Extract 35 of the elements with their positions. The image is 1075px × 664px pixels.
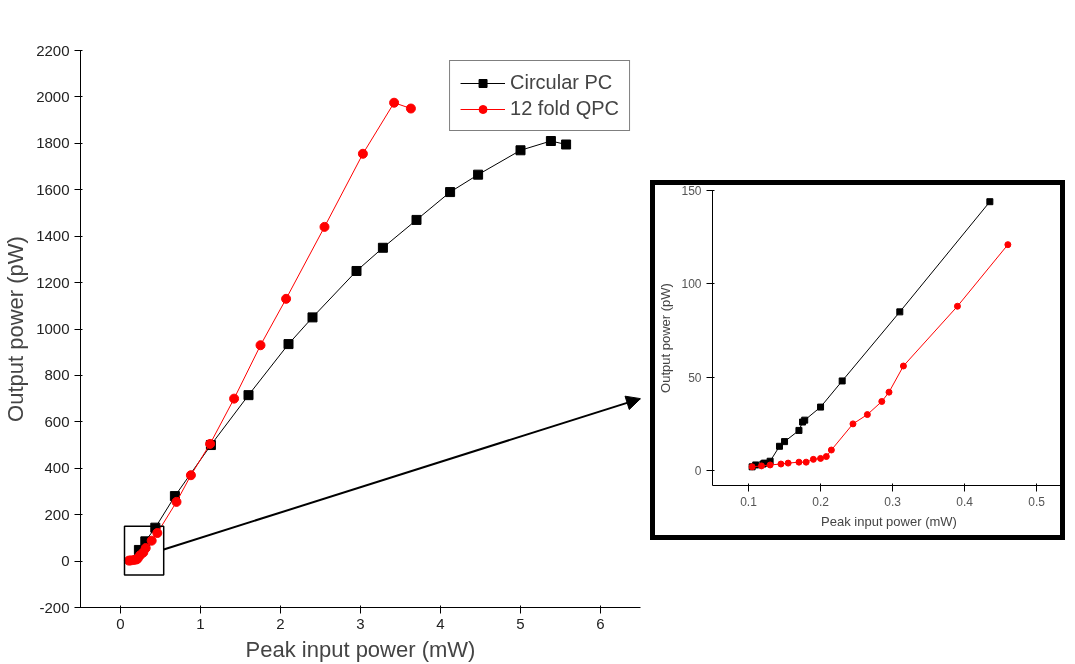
x-axis-title: Peak input power (mW) xyxy=(245,636,476,662)
y-tick-label: 0 xyxy=(61,552,70,570)
y-tick-label: 800 xyxy=(44,366,70,384)
y-tick-label: 100 xyxy=(681,277,702,292)
y-tick-label: 200 xyxy=(44,505,70,523)
y-tick-label: 2000 xyxy=(36,87,70,105)
y-axis-title: Output power (pW) xyxy=(3,236,29,422)
legend-label: Circular PC xyxy=(510,71,613,94)
y-tick-label: -200 xyxy=(39,598,70,616)
x-axis-title: Peak input power (mW) xyxy=(821,513,957,529)
y-tick-label: 1200 xyxy=(36,273,70,291)
y-tick-label: 2200 xyxy=(36,41,70,59)
y-tick-label: 50 xyxy=(688,370,702,385)
y-tick-label: 0 xyxy=(694,464,702,479)
x-tick-label: 0.5 xyxy=(1028,494,1046,509)
y-tick-label: 1600 xyxy=(36,180,70,198)
y-axis-title: Output power (pW) xyxy=(658,283,674,393)
x-tick-label: 0.1 xyxy=(740,494,758,509)
y-tick-label: 1800 xyxy=(36,134,70,152)
y-tick-label: 400 xyxy=(44,459,70,477)
x-tick-label: 6 xyxy=(596,614,605,632)
x-tick-label: 0 xyxy=(116,614,125,632)
x-tick-label: 3 xyxy=(356,614,365,632)
x-tick-label: 0.4 xyxy=(956,494,974,509)
y-tick-label: 150 xyxy=(681,184,702,198)
y-tick-label: 1400 xyxy=(36,227,70,245)
x-tick-label: 5 xyxy=(516,614,525,632)
x-tick-label: 1 xyxy=(196,614,205,632)
x-tick-label: 4 xyxy=(436,614,445,632)
x-tick-label: 2 xyxy=(276,614,285,632)
y-tick-label: 1000 xyxy=(36,320,70,337)
x-tick-label: 0.2 xyxy=(812,494,830,509)
y-tick-label: 600 xyxy=(44,412,70,430)
x-tick-label: 0.3 xyxy=(884,494,902,509)
legend-label: 12 fold QPC xyxy=(510,97,619,120)
